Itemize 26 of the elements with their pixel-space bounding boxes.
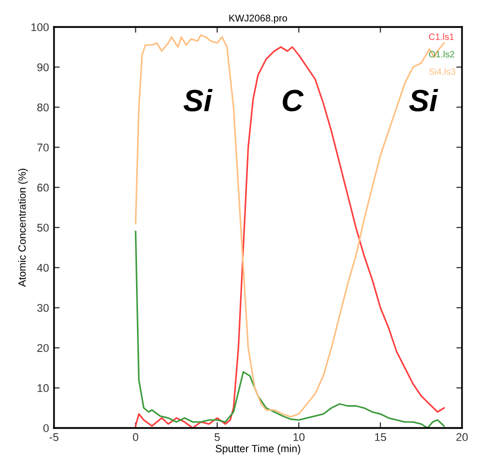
y-tick-label: 20 [37, 344, 49, 352]
chart-title: KWJ2068.pro [229, 14, 288, 24]
line-series [134, 230, 445, 428]
annotation: C [282, 90, 304, 112]
annotation: Si [184, 88, 213, 112]
y-tick-label: 40 [37, 264, 49, 272]
annotation: Si [409, 88, 438, 112]
y-tick-label: 50 [37, 224, 49, 232]
y-tick-label: 0 [43, 424, 49, 432]
x-tick-label: 15 [375, 433, 386, 442]
y-tick-label: 60 [37, 184, 49, 192]
text: C1.ls1 [429, 33, 454, 40]
y-tick-label: 10 [38, 384, 49, 392]
y-tick-label: 30 [37, 304, 49, 312]
x-tick-label: 20 [456, 433, 468, 442]
y-tick-label: 70 [37, 144, 49, 152]
x-tick-label: 10 [293, 433, 305, 442]
y-tick-label: 100 [31, 23, 49, 32]
y-axis-title: Atomic Concentration (%) [18, 168, 28, 287]
y-tick-label: 80 [37, 103, 49, 112]
y-tick-label: 90 [37, 63, 49, 72]
x-tick-label: -5 [50, 433, 58, 442]
x-axis-title: Sputter Time (min) [216, 444, 300, 454]
series-label: Si4.ls3 [428, 68, 456, 75]
x-tick-label: 5 [214, 433, 220, 442]
x-tick-label: 0 [132, 433, 138, 442]
